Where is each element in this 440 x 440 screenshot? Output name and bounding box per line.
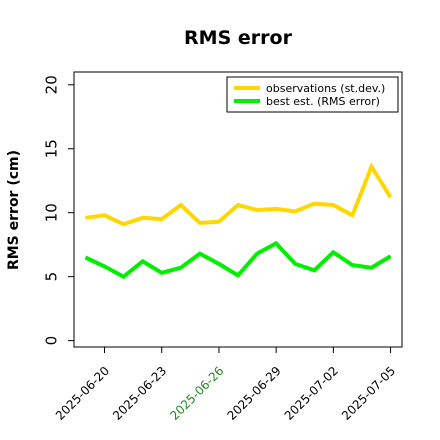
x-tick-label: 2025-07-02 [282,364,341,423]
y-tick-label: 15 [43,139,61,158]
legend-label-best-estimate: best est. (RMS error) [266,95,380,108]
y-tick-label: 10 [43,203,61,222]
chart-title: RMS error [184,27,293,49]
series-line-best-estimate [84,240,392,280]
legend-label-observations: observations (st.dev.) [266,82,385,95]
x-tick-label: 2025-06-23 [110,364,169,423]
y-tick-label: 0 [43,336,61,346]
x-tick-label: 2025-07-05 [339,364,398,423]
x-tick-label: 2025-06-20 [53,364,112,423]
y-axis-label: RMS error (cm) [6,150,22,270]
legend: observations (st.dev.) best est. (RMS er… [226,76,399,113]
y-tick-label: 5 [43,272,61,282]
plot-area [73,71,403,348]
legend-box [226,76,399,113]
x-tick-label: 2025-06-26 [167,364,226,423]
x-tick-label: 2025-06-29 [225,364,284,423]
series-line-observations [85,162,393,227]
series-layer [84,162,393,280]
y-tick-label: 20 [43,75,61,94]
